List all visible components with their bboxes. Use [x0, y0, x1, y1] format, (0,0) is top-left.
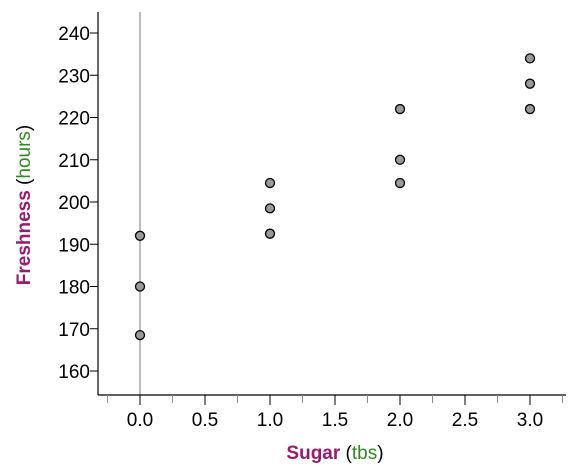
data-point [524, 53, 536, 64]
x-tick-label: 2.5 [452, 410, 478, 431]
y-tick-label: 180 [58, 278, 90, 299]
data-points [134, 53, 536, 341]
data-point [394, 177, 406, 189]
y-ticks: 160 170 180 190 200 210 220 230 240 [58, 24, 98, 383]
y-tick-label: 200 [58, 193, 90, 214]
data-point [134, 329, 146, 341]
data-point [264, 177, 276, 189]
x-axis-title-unit: (tbs) [340, 443, 383, 464]
y-tick-label: 170 [58, 320, 90, 341]
data-point [134, 281, 146, 292]
y-tick-label: 160 [58, 362, 90, 383]
y-tick-label: 240 [58, 24, 90, 45]
x-axis-title-name: Sugar [286, 443, 340, 464]
x-tick-label: 0.5 [192, 410, 218, 431]
y-tick-label: 220 [58, 109, 90, 130]
y-axis-title: Freshness (hours) [14, 125, 35, 286]
y-tick-label: 210 [58, 151, 90, 172]
y-tick-label: 230 [58, 66, 90, 87]
data-point [264, 203, 276, 214]
data-point [134, 230, 146, 241]
data-point [264, 228, 276, 239]
axes [97, 12, 566, 396]
y-axis-title-name: Freshness [14, 190, 35, 285]
x-tick-label: 2.0 [387, 410, 413, 431]
x-tick-label: 0.0 [127, 410, 153, 431]
x-ticks: 0.0 0.5 1.0 1.5 2.0 2.5 3.0 [107, 395, 563, 431]
x-axis-title: Sugar (tbs) [286, 443, 383, 464]
y-axis-title-unit: (hours) [14, 125, 35, 190]
x-tick-label: 3.0 [517, 410, 543, 431]
data-point [524, 103, 536, 115]
x-tick-label: 1.5 [322, 410, 348, 431]
data-point [394, 154, 406, 165]
data-point [394, 103, 406, 115]
x-tick-label: 1.0 [257, 410, 283, 431]
y-tick-label: 190 [58, 235, 90, 256]
data-point [524, 78, 536, 89]
